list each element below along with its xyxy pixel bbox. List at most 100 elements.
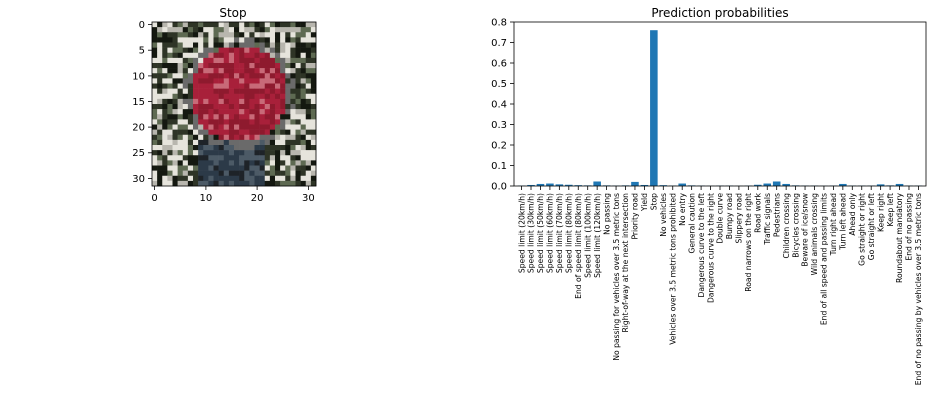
image-pixel: [198, 124, 204, 130]
image-pixel: [223, 83, 230, 89]
image-pixel: [203, 73, 209, 79]
image-pixel: [167, 78, 173, 84]
bar: [640, 184, 649, 186]
image-pixel: [162, 93, 168, 100]
image-pixel: [172, 78, 178, 84]
image-pixel: [259, 139, 266, 146]
image-pixel: [213, 57, 219, 64]
image-pixel: [234, 57, 240, 64]
image-pixel: [187, 83, 194, 89]
image-pixel: [239, 175, 245, 182]
image-pixel: [198, 47, 204, 54]
image-pixel: [182, 129, 189, 136]
image-pixel: [264, 150, 271, 156]
image-pixel: [152, 42, 158, 48]
image-pixel: [223, 88, 230, 95]
image-pixel: [259, 47, 266, 54]
image-pixel: [172, 63, 178, 69]
image-pixel: [300, 83, 307, 89]
image-pixel: [269, 37, 276, 43]
image-pixel: [218, 93, 225, 100]
image-pixel: [228, 37, 235, 43]
image-pixel: [172, 160, 178, 166]
image-pixel: [259, 119, 266, 125]
image-pixel: [280, 109, 286, 115]
image-pixel: [177, 22, 184, 28]
image-pixel: [187, 98, 194, 105]
image-pixel: [182, 93, 189, 100]
image-pixel: [177, 160, 184, 166]
image-pixel: [295, 129, 301, 136]
image-pixel: [234, 124, 240, 130]
image-pixel: [310, 52, 317, 59]
image-pixel: [162, 139, 168, 146]
image-pixel: [193, 124, 199, 130]
chart-xtick-label: Go straight or right: [857, 193, 866, 266]
image-pixel: [244, 155, 250, 161]
bar: [895, 183, 904, 186]
image-pixel: [244, 124, 250, 130]
chart-ytick-label: 0.0: [491, 182, 507, 193]
image-pixel: [259, 88, 266, 95]
image-pixel: [198, 98, 204, 105]
image-pixel: [234, 145, 240, 151]
image-pixel: [223, 52, 230, 59]
image-pixel: [264, 93, 271, 100]
image-pixel: [208, 124, 214, 130]
image-pixel: [269, 27, 276, 33]
image-pixel: [264, 22, 271, 28]
image-pixel: [167, 145, 173, 151]
image-pixel: [234, 119, 240, 125]
image-pixel: [310, 22, 317, 28]
image-pixel: [244, 114, 250, 120]
image-pixel: [249, 83, 255, 89]
image-pixel: [193, 180, 199, 187]
image-ytick-label: 0: [139, 20, 145, 31]
image-pixel: [213, 78, 219, 84]
image-pixel: [223, 98, 230, 105]
image-pixel: [239, 124, 245, 130]
chart-ytick-label: 0.6: [491, 59, 507, 70]
image-pixel: [305, 165, 312, 171]
image-pixel: [187, 37, 194, 43]
image-pixel: [228, 134, 235, 141]
image-pixel: [218, 129, 225, 136]
image-pixel: [290, 93, 296, 100]
image-pixel: [254, 139, 260, 146]
image-pixel: [275, 73, 281, 79]
image-pixel: [162, 63, 168, 69]
chart-xtick-label: Speed limit (120km/h): [593, 193, 602, 278]
image-pixel: [177, 37, 184, 43]
image-pixel: [269, 104, 276, 110]
image-pixel: [254, 175, 260, 182]
image-pixel: [264, 32, 271, 38]
image-pixel: [300, 150, 307, 156]
image-pixel: [172, 170, 178, 177]
image-pixel: [152, 175, 158, 182]
image-pixel: [239, 27, 245, 33]
image-pixel: [162, 32, 168, 38]
image-pixel: [295, 52, 301, 59]
image-pixel: [280, 150, 286, 156]
image-pixel: [269, 52, 276, 59]
image-pixel: [187, 124, 194, 130]
image-pixel: [249, 98, 255, 105]
image-pixel: [295, 155, 301, 161]
image-pixel: [172, 129, 178, 136]
image-pixel: [213, 109, 219, 115]
image-pixel: [228, 119, 235, 125]
image-pixel: [295, 88, 301, 95]
image-pixel: [157, 104, 163, 110]
image-pixel: [295, 160, 301, 166]
image-pixel: [295, 37, 301, 43]
chart-xtick-label: End of no passing: [905, 193, 914, 261]
image-pixel: [203, 170, 209, 177]
image-pixel: [228, 88, 235, 95]
image-pixel: [234, 139, 240, 146]
image-pixel: [167, 155, 173, 161]
image-pixel: [244, 109, 250, 115]
image-pixel: [290, 78, 296, 84]
image-pixel: [295, 119, 301, 125]
image-pixel: [254, 165, 260, 171]
image-pixel: [208, 114, 214, 120]
